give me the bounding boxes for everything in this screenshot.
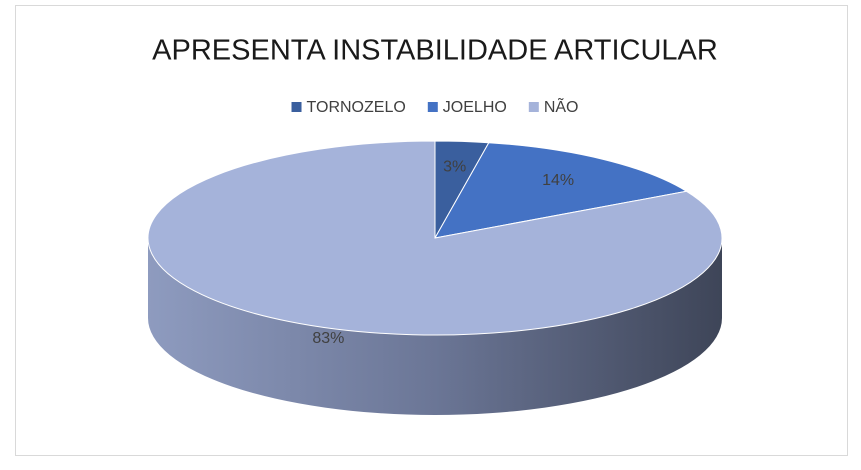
legend-swatch bbox=[427, 102, 438, 112]
slice-side bbox=[148, 238, 722, 415]
slice bbox=[434, 142, 688, 239]
slice bbox=[147, 140, 723, 336]
legend-label: JOELHO bbox=[443, 99, 507, 116]
legend-label: NÃO bbox=[544, 96, 579, 116]
data-label: 14% bbox=[542, 172, 574, 189]
pie: 3% 14% 83% bbox=[147, 140, 723, 415]
legend-label: TORNOZELO bbox=[307, 99, 406, 116]
legend-swatch bbox=[528, 102, 539, 112]
data-label: 3% bbox=[443, 159, 466, 176]
chart-title: APRESENTA INSTABILIDADE ARTICULAR bbox=[152, 35, 718, 67]
legend: TORNOZELO JOELHO NÃO bbox=[291, 96, 579, 116]
data-label: 83% bbox=[312, 330, 344, 347]
legend-swatch bbox=[291, 102, 302, 112]
